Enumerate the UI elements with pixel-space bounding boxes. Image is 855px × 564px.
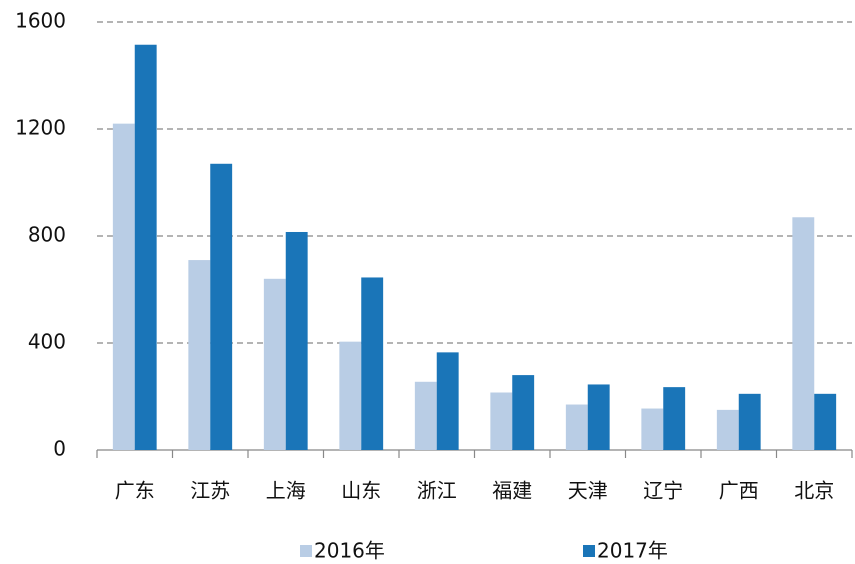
- legend-label: 2016年: [314, 539, 385, 563]
- legend-swatch: [300, 545, 312, 557]
- y-tick-label: 800: [28, 223, 66, 247]
- bar: [663, 387, 686, 450]
- bar: [112, 123, 135, 451]
- bar: [188, 260, 211, 450]
- x-tick-label: 广西: [719, 479, 759, 503]
- x-tick-label: 辽宁: [643, 479, 683, 503]
- x-tick-label: 上海: [266, 479, 306, 503]
- x-tick-label: 广东: [115, 479, 155, 503]
- bar: [641, 408, 664, 450]
- x-tick-label: 福建: [492, 479, 532, 503]
- bar: [210, 163, 233, 450]
- bar: [565, 404, 588, 450]
- x-tick-label: 浙江: [417, 479, 457, 503]
- bar: [285, 231, 308, 450]
- bar: [814, 393, 837, 450]
- y-tick-label: 1200: [15, 116, 66, 140]
- bar: [339, 341, 362, 450]
- y-tick-label: 400: [28, 330, 66, 354]
- bar: [512, 375, 535, 450]
- legend-label: 2017年: [597, 539, 668, 563]
- x-tick-label: 江苏: [190, 479, 230, 503]
- bar: [716, 409, 739, 450]
- x-tick-label: 北京: [794, 479, 834, 503]
- bar: [490, 392, 513, 450]
- y-tick-label: 0: [53, 437, 66, 461]
- bar: [436, 352, 459, 450]
- x-tick-label: 山东: [341, 479, 381, 503]
- bar: [792, 217, 815, 450]
- bar: [361, 277, 384, 450]
- bar: [587, 384, 610, 450]
- bar: [134, 44, 157, 451]
- bar: [414, 381, 437, 450]
- x-tick-label: 天津: [568, 479, 608, 503]
- legend-swatch: [583, 545, 595, 557]
- y-tick-label: 1600: [15, 9, 66, 33]
- bar: [263, 278, 286, 450]
- bar: [738, 393, 761, 450]
